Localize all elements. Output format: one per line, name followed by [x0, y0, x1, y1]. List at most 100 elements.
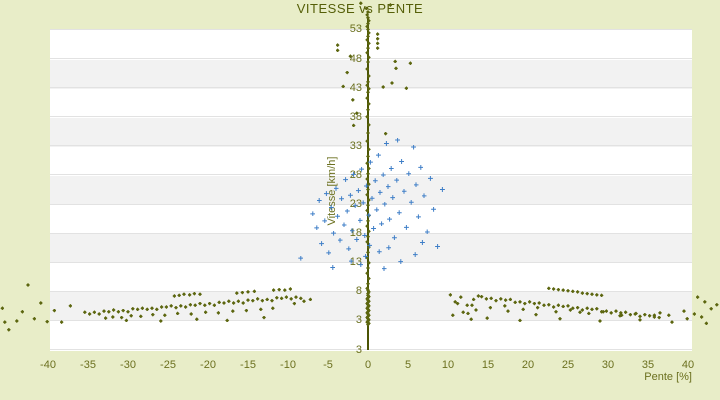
pente-vitesse-olive-point	[404, 86, 409, 91]
y-tick-label: 53	[349, 23, 362, 36]
vitesse-blue-point	[413, 182, 419, 188]
vitesse-blue-point	[363, 183, 369, 189]
vitesse-blue-point	[401, 188, 407, 194]
pente-vitesse-olive-point	[236, 299, 241, 304]
pente-vitesse-olive-point	[366, 266, 370, 271]
pente-vitesse-olive-point	[177, 293, 182, 298]
pente-vitesse-olive-point	[618, 310, 623, 315]
pente-vitesse-olive-point	[365, 37, 370, 42]
plot-band	[50, 147, 692, 176]
vitesse-blue-point	[352, 203, 358, 209]
x-tick-label: 10	[441, 359, 455, 371]
vitesse-blue-point	[319, 241, 325, 247]
pente-vitesse-olive-point	[685, 316, 690, 321]
pente-vitesse-olive-point	[351, 123, 356, 128]
pente-vitesse-olive-point	[614, 309, 618, 314]
pente-vitesse-olive-point	[365, 83, 370, 88]
pente-vitesse-olive-point	[158, 319, 163, 324]
pente-vitesse-olive-point	[252, 289, 257, 294]
pente-vitesse-olive-point	[670, 320, 674, 325]
pente-vitesse-olive-point	[521, 307, 526, 312]
pente-vitesse-olive-point	[365, 67, 370, 72]
pente-vitesse-olive-point	[169, 303, 174, 308]
pente-vitesse-olive-point	[450, 313, 455, 318]
x-tick-label: 40	[681, 359, 695, 371]
pente-vitesse-olive-point	[604, 309, 609, 314]
pente-vitesse-olive-point	[258, 307, 263, 312]
pente-vitesse-olive-point	[634, 311, 638, 316]
pente-vitesse-olive-point	[288, 287, 293, 291]
pente-vitesse-olive-point	[484, 296, 489, 301]
pente-vitesse-olive-point	[502, 303, 507, 308]
pente-vitesse-olive-point	[508, 297, 513, 302]
pente-vitesse-olive-point	[556, 287, 561, 292]
vitesse-blue-point	[366, 212, 372, 218]
y-tick-label: 3	[355, 343, 362, 356]
pente-vitesse-olive-point	[366, 288, 370, 293]
vitesse-blue-point	[396, 210, 402, 216]
vitesse-blue-point	[382, 201, 388, 207]
pente-vitesse-olive-point	[150, 306, 154, 311]
pente-vitesse-olive-point	[193, 303, 198, 308]
vitesse-blue-point	[369, 195, 375, 201]
pente-vitesse-olive-point	[212, 303, 217, 308]
pente-vitesse-olive-point	[366, 15, 370, 20]
pente-vitesse-olive-point	[366, 107, 370, 112]
vitesse-blue-point	[381, 266, 387, 272]
gridline	[50, 232, 692, 234]
pente-vitesse-olive-point	[130, 306, 135, 311]
pente-vitesse-olive-point	[366, 34, 370, 39]
vitesse-blue-point	[412, 252, 418, 258]
plot-band	[50, 292, 692, 322]
pente-vitesse-olive-point	[709, 306, 714, 311]
vitesse-blue-point	[386, 245, 392, 251]
pente-vitesse-olive-point	[175, 311, 180, 316]
pente-vitesse-olive-point	[298, 296, 303, 301]
pente-vitesse-olive-point	[302, 299, 306, 304]
pente-vitesse-olive-point	[183, 305, 188, 310]
pente-vitesse-olive-point	[561, 288, 566, 293]
vitesse-blue-point	[328, 205, 334, 211]
pente-vitesse-olive-point	[119, 315, 124, 320]
pente-vitesse-olive-point	[566, 303, 570, 308]
pente-vitesse-olive-point	[366, 182, 371, 187]
pente-vitesse-olive-point	[366, 55, 371, 60]
pente-vitesse-olive-point	[162, 313, 167, 318]
pente-vitesse-olive-point	[366, 250, 370, 255]
x-axis-title: Pente [%]	[644, 371, 692, 383]
vitesse-blue-point	[348, 258, 354, 264]
vitesse-blue-point	[394, 177, 400, 183]
vitesse-blue-point	[344, 208, 350, 214]
pente-vitesse-olive-point	[692, 312, 697, 317]
pente-vitesse-olive-point	[45, 319, 50, 324]
pente-vitesse-olive-point	[366, 203, 370, 208]
pente-vitesse-olive-point	[262, 315, 266, 320]
pente-vitesse-olive-point	[542, 303, 546, 308]
pente-vitesse-olive-point	[488, 305, 493, 310]
pente-vitesse-olive-point	[365, 12, 370, 17]
vitesse-blue-point	[415, 214, 421, 220]
pente-vitesse-olive-point	[265, 297, 270, 302]
pente-vitesse-olive-point	[522, 301, 527, 306]
pente-vitesse-olive-point	[234, 291, 239, 296]
pente-vitesse-olive-point	[546, 286, 551, 291]
vitesse-blue-point	[359, 166, 365, 172]
x-tick-label: 5	[404, 359, 412, 371]
pente-vitesse-olive-point	[250, 298, 255, 303]
pente-vitesse-olive-point	[568, 307, 573, 312]
vitesse-blue-point	[339, 196, 345, 202]
pente-vitesse-olive-point	[365, 239, 370, 244]
pente-vitesse-olive-point	[365, 286, 370, 291]
pente-vitesse-olive-point	[647, 313, 652, 318]
pente-vitesse-olive-point	[594, 292, 599, 297]
pente-vitesse-olive-point	[534, 312, 538, 317]
vitesse-blue-point	[403, 224, 409, 230]
vitesse-blue-point	[335, 213, 341, 219]
pente-vitesse-olive-point	[551, 305, 556, 310]
y-tick-label: 23	[349, 198, 362, 211]
vitesse-blue-point	[330, 264, 336, 270]
pente-vitesse-olive-point	[145, 307, 150, 312]
vitesse-blue-point	[367, 159, 373, 165]
plot-band	[50, 117, 692, 147]
vitesse-blue-point	[314, 225, 320, 231]
